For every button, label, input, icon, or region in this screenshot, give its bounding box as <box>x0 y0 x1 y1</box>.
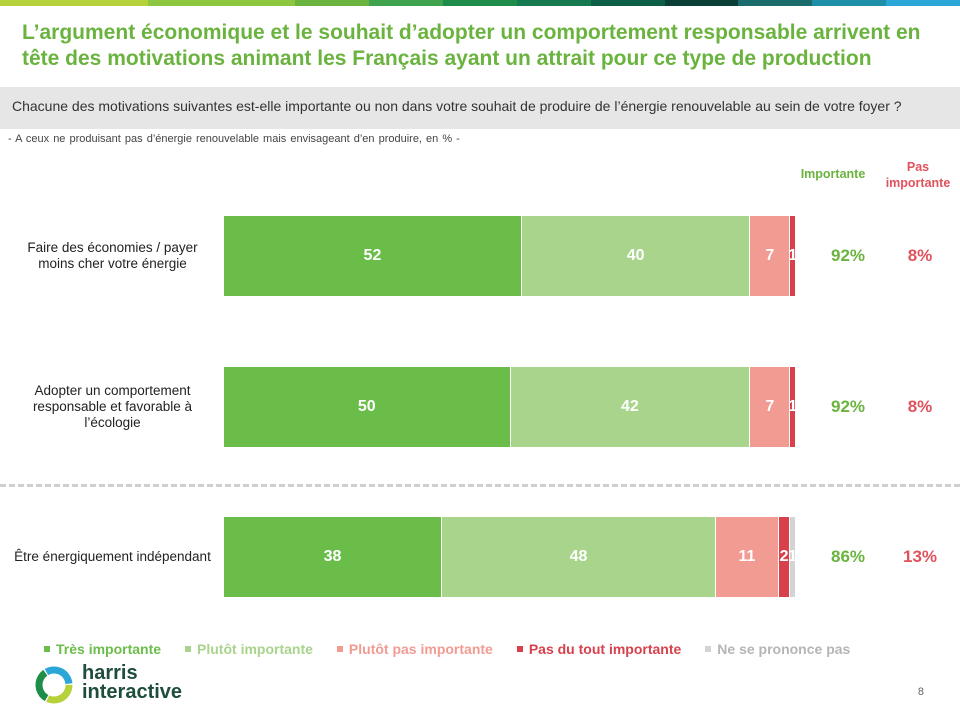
total-importante: 86% <box>830 547 866 566</box>
data-label: 1 <box>790 548 795 566</box>
harris-interactive-logo-icon <box>35 666 73 704</box>
base-note: - A ceux ne produisant pas d’énergie ren… <box>8 133 460 145</box>
top-color-stripe <box>0 0 960 6</box>
bar-segment: 1 <box>789 367 795 447</box>
category-label: Adopter un comportement responsable et f… <box>32 383 193 430</box>
stripe-segment <box>812 0 887 6</box>
stripe-segment <box>664 0 739 6</box>
bar-segment: 2 <box>777 517 790 597</box>
stacked-bar: 52 40 71 <box>224 216 795 296</box>
bar-segment: 40 <box>520 216 750 296</box>
data-label: 2 <box>779 548 789 565</box>
data-label: 7 <box>765 247 775 264</box>
header-importante: Importante <box>800 167 866 181</box>
stacked-bar: 50 42 71 <box>224 367 795 447</box>
data-label: 1 <box>790 247 795 265</box>
page-number: 8 <box>917 686 924 698</box>
legend-swatch <box>185 646 192 652</box>
legend-item: Très importante <box>44 641 161 657</box>
total-importante: 92% <box>830 246 866 265</box>
data-label: 7 <box>765 398 775 415</box>
legend-label: Plutôt pas importante <box>348 641 493 657</box>
legend-swatch <box>516 646 523 652</box>
stripe-segment <box>147 0 222 6</box>
stripe-segment <box>221 0 296 6</box>
bar-segment: 1 <box>789 216 795 296</box>
bar-segment: 38 <box>224 517 441 597</box>
legend-label: Ne se prononce pas <box>717 641 851 657</box>
stripe-segment <box>369 0 444 6</box>
legend-swatch <box>44 646 50 652</box>
total-pas-importante: 8% <box>907 397 933 416</box>
data-label: 42 <box>621 398 639 415</box>
header-pas-importante: Pas importante <box>885 160 951 190</box>
brand-name: harris interactive <box>82 662 183 703</box>
stripe-segment <box>0 0 74 6</box>
question-banner: Chacune des motivations suivantes est-el… <box>0 87 960 129</box>
data-label: 38 <box>323 548 342 565</box>
data-label: 40 <box>626 247 645 264</box>
stacked-bar: 38 48 11 21 <box>224 517 795 597</box>
legend-item: Ne se prononce pas <box>705 641 850 657</box>
stripe-segment <box>886 0 960 6</box>
data-label: 50 <box>357 398 376 415</box>
legend-item: Plutôt pas importante <box>336 641 493 657</box>
total-importante: 92% <box>830 397 866 416</box>
category-label: Être énergiquement indépendant <box>14 549 211 564</box>
legend-swatch <box>705 646 712 652</box>
data-label: 52 <box>363 247 382 264</box>
stripe-segment <box>73 0 148 6</box>
brand-line-1: harris <box>82 662 138 684</box>
stripe-segment <box>590 0 665 6</box>
stripe-segment <box>443 0 517 6</box>
slide-title: L’argument économique et le souhait d’ad… <box>22 21 921 70</box>
bar-segment: 11 <box>715 517 778 597</box>
total-pas-importante: 13% <box>902 547 938 566</box>
data-label: 1 <box>790 398 795 416</box>
data-label: 48 <box>569 548 588 565</box>
bar-segment: 7 <box>749 367 790 447</box>
brand-line-2: interactive <box>82 681 183 703</box>
bar-segment: 42 <box>509 367 750 447</box>
bar-segment: 48 <box>440 517 716 597</box>
legend-label: Plutôt importante <box>197 641 313 657</box>
stripe-segment <box>516 0 591 6</box>
legend-label: Très importante <box>56 641 162 657</box>
stripe-segment <box>738 0 813 6</box>
data-label: 11 <box>738 548 756 565</box>
legend-swatch <box>336 646 343 652</box>
dashed-separator <box>0 484 960 487</box>
category-label: Faire des économies / payer moins cher v… <box>27 240 198 271</box>
legend-item: Pas du tout importante <box>516 641 682 657</box>
legend-label: Pas du tout importante <box>528 641 682 657</box>
legend-item: Plutôt importante <box>185 641 313 657</box>
bar-segment: 52 <box>224 216 521 296</box>
chart-legend: Très importante Plutôt importante Plutôt p… <box>44 641 850 657</box>
total-pas-importante: 8% <box>907 246 933 265</box>
bar-segment: 50 <box>224 367 510 447</box>
bar-segment: 7 <box>749 216 790 296</box>
stripe-segment <box>295 0 370 6</box>
bar-segment: 1 <box>789 517 795 597</box>
question-text: Chacune des motivations suivantes est-el… <box>12 98 902 114</box>
